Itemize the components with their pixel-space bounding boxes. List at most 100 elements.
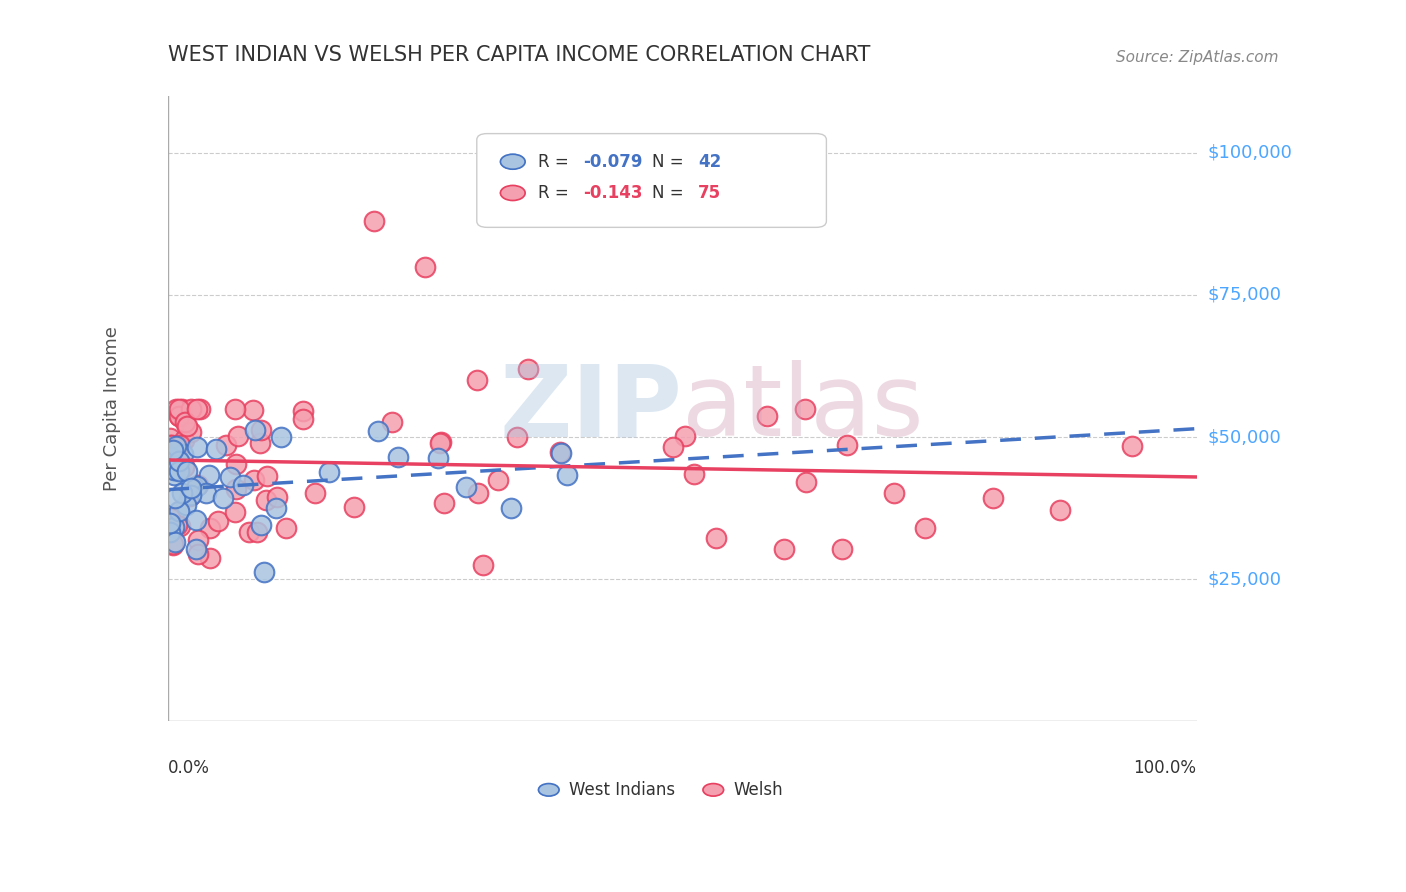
Point (238, 524, 260, 539)
Point (176, 418, 198, 433)
Text: 0.0%: 0.0% (169, 758, 209, 777)
Text: Per Capita Income: Per Capita Income (103, 326, 121, 491)
Point (225, 458, 247, 472)
Point (163, 535, 186, 549)
Text: West Indians: West Indians (569, 780, 675, 799)
Point (793, 401, 815, 416)
Point (835, 438, 858, 452)
Text: 75: 75 (697, 184, 721, 202)
Point (318, 465, 340, 479)
Point (243, 473, 266, 487)
Point (169, 519, 191, 533)
Point (254, 493, 277, 508)
Text: Source: ZipAtlas.com: Source: ZipAtlas.com (1116, 50, 1279, 65)
Point (772, 542, 794, 557)
Point (427, 450, 450, 465)
Point (160, 438, 183, 452)
Point (159, 450, 181, 464)
Point (243, 424, 266, 438)
Point (415, 260, 437, 274)
Point (486, 473, 509, 487)
Point (207, 514, 229, 528)
Circle shape (501, 154, 524, 169)
Point (162, 537, 184, 551)
Point (162, 468, 184, 483)
Point (180, 401, 202, 416)
Text: 100.0%: 100.0% (1133, 758, 1197, 777)
Text: $75,000: $75,000 (1208, 286, 1282, 304)
Point (225, 482, 247, 496)
Point (172, 447, 194, 461)
Point (167, 401, 190, 416)
Point (755, 409, 778, 423)
Point (246, 525, 269, 540)
Point (198, 468, 221, 483)
Point (186, 401, 208, 416)
Point (167, 409, 190, 424)
Point (173, 460, 195, 475)
Point (187, 547, 209, 561)
Point (174, 498, 197, 512)
Circle shape (501, 186, 524, 201)
Text: Welsh: Welsh (734, 780, 783, 799)
Point (292, 403, 315, 417)
Point (186, 478, 208, 492)
Point (883, 485, 905, 500)
Text: R =: R = (538, 153, 575, 170)
Point (499, 501, 522, 516)
Point (219, 469, 242, 483)
Point (186, 541, 208, 556)
Point (184, 513, 207, 527)
Point (704, 532, 727, 546)
Point (169, 464, 191, 478)
Point (914, 521, 936, 535)
Point (381, 415, 404, 429)
Point (169, 438, 191, 452)
Text: $25,000: $25,000 (1208, 570, 1282, 588)
Text: N =: N = (651, 184, 689, 202)
Point (224, 505, 246, 519)
Point (266, 500, 288, 515)
Point (165, 401, 187, 416)
Point (981, 491, 1004, 506)
Point (159, 525, 181, 540)
Point (180, 425, 202, 439)
Point (505, 429, 527, 443)
Point (180, 488, 202, 502)
Point (198, 551, 221, 566)
Point (517, 361, 540, 376)
Point (249, 436, 271, 450)
Text: $50,000: $50,000 (1208, 428, 1281, 446)
Text: R =: R = (538, 184, 575, 202)
Point (1049, 503, 1071, 517)
Point (165, 491, 187, 506)
Text: 42: 42 (697, 153, 721, 170)
Point (212, 491, 235, 506)
Circle shape (703, 783, 724, 796)
Text: N =: N = (651, 153, 689, 170)
Point (232, 478, 254, 492)
Point (174, 415, 197, 429)
Point (167, 454, 190, 468)
Point (159, 511, 181, 525)
Point (187, 533, 209, 548)
Point (430, 434, 453, 449)
Point (548, 444, 571, 458)
Point (1121, 439, 1143, 453)
Point (176, 464, 198, 478)
Circle shape (538, 783, 560, 796)
Point (555, 467, 578, 482)
Point (270, 430, 292, 444)
Point (256, 469, 278, 483)
Point (266, 490, 288, 504)
Point (180, 482, 202, 496)
Text: ZIP: ZIP (499, 360, 682, 457)
Point (250, 517, 273, 532)
Point (188, 401, 211, 416)
Point (465, 373, 488, 387)
Point (162, 520, 184, 534)
Text: -0.143: -0.143 (582, 184, 643, 202)
Point (186, 479, 208, 493)
Point (172, 401, 194, 416)
Point (159, 438, 181, 452)
